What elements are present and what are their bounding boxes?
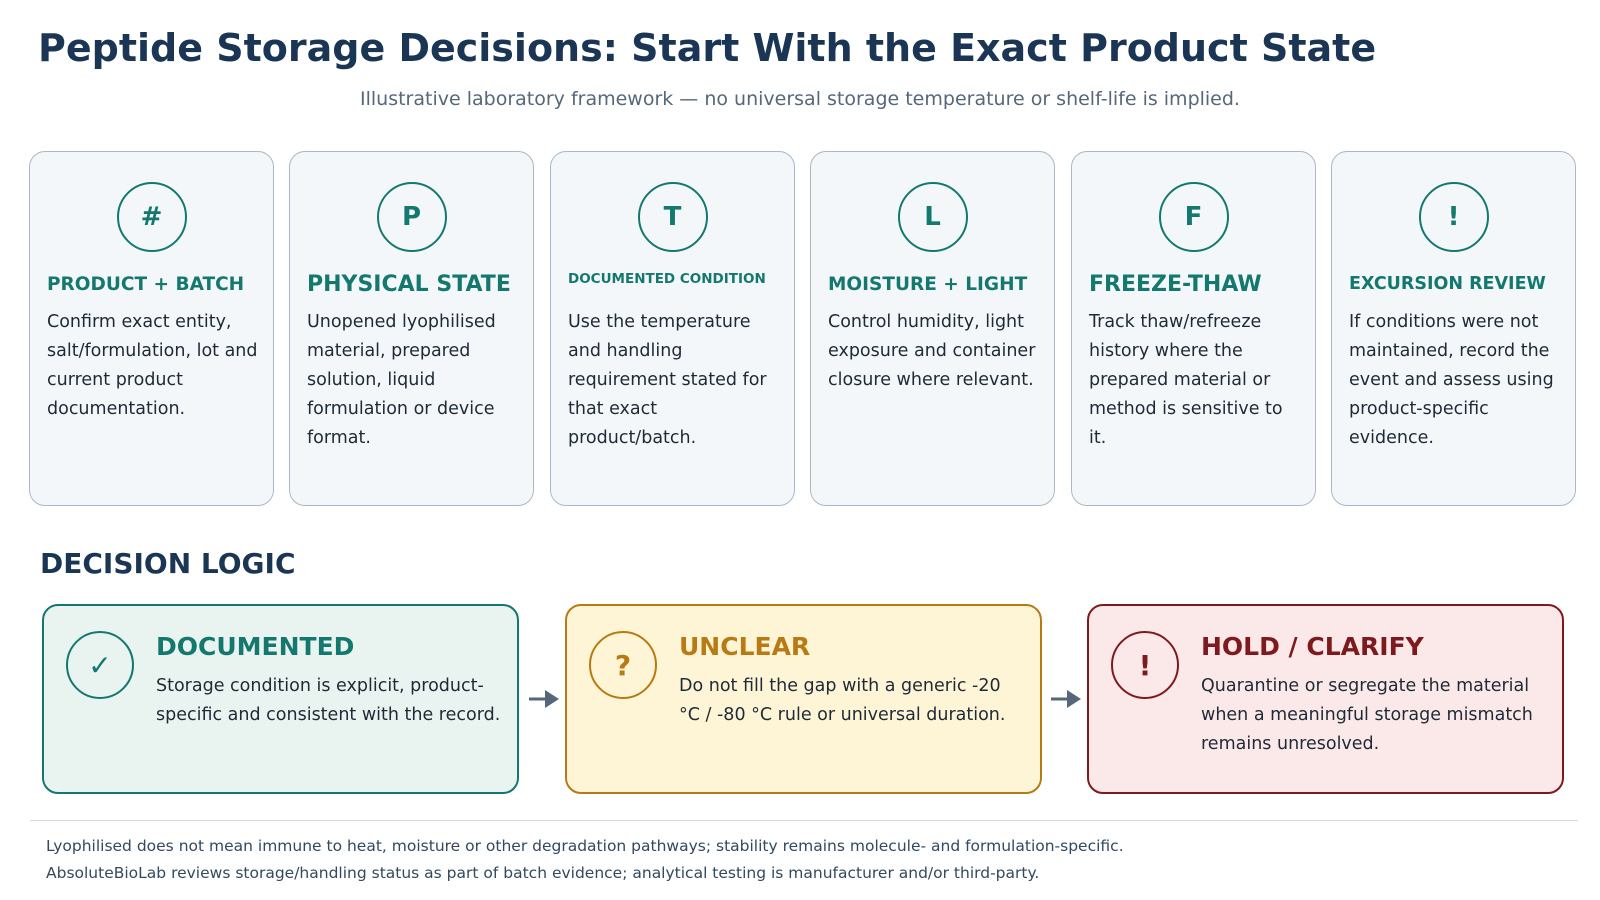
footnote-line-1: Lyophilised does not mean immune to heat… [46, 837, 1124, 855]
decision-body: Storage condition is explicit, product-s… [156, 676, 501, 725]
card-body: Control humidity, light exposure and con… [828, 312, 1036, 390]
card-title: EXCURSION REVIEW [1349, 274, 1546, 294]
card-body: Track thaw/refreeze history where the pr… [1089, 312, 1283, 448]
card-body: Unopened lyophilised material, prepared … [307, 312, 496, 448]
card-product-batch: # PRODUCT + BATCH Confirm exact entity, … [29, 151, 274, 506]
footer-divider [30, 820, 1578, 821]
footnote-line-2: AbsoluteBioLab reviews storage/handling … [46, 864, 1040, 882]
card-title: PHYSICAL STATE [307, 271, 511, 297]
card-freeze-thaw: F FREEZE-THAW Track thaw/refreeze histor… [1071, 151, 1316, 506]
decision-body: Quarantine or segregate the material whe… [1201, 676, 1533, 754]
decision-unclear: ? UNCLEAR Do not fill the gap with a gen… [565, 604, 1042, 794]
question-mark-icon: ? [589, 631, 657, 699]
card-body: Confirm exact entity, salt/formulation, … [47, 312, 258, 419]
exclamation-icon: ! [1418, 182, 1489, 252]
letter-t-icon: T [637, 182, 708, 252]
letter-f-icon: F [1158, 182, 1229, 252]
page-subtitle: Illustrative laboratory framework — no u… [360, 88, 1240, 110]
exclamation-icon: ! [1111, 631, 1179, 699]
card-body: If conditions were not maintained, recor… [1349, 312, 1554, 448]
decision-body: Do not fill the gap with a generic -20 °… [679, 676, 1006, 725]
decision-title: HOLD / CLARIFY [1201, 632, 1424, 661]
letter-l-icon: L [897, 182, 968, 252]
card-title: PRODUCT + BATCH [47, 273, 245, 295]
arrow-right-icon [1051, 690, 1081, 708]
card-moisture-light: L MOISTURE + LIGHT Control humidity, lig… [810, 151, 1055, 506]
card-body: Use the temperature and handling require… [568, 312, 767, 448]
arrow-right-icon [529, 690, 559, 708]
page-title: Peptide Storage Decisions: Start With th… [38, 26, 1377, 70]
card-physical-state: P PHYSICAL STATE Unopened lyophilised ma… [289, 151, 534, 506]
card-title: FREEZE-THAW [1089, 271, 1262, 297]
decision-documented: ✓ DOCUMENTED Storage condition is explic… [42, 604, 519, 794]
decision-logic-heading: DECISION LOGIC [40, 547, 296, 580]
hash-icon: # [116, 182, 187, 252]
card-title: DOCUMENTED CONDITION [568, 271, 766, 287]
letter-p-icon: P [376, 182, 447, 252]
checkmark-icon: ✓ [66, 631, 134, 699]
card-documented-condition: T DOCUMENTED CONDITION Use the temperatu… [550, 151, 795, 506]
card-excursion-review: ! EXCURSION REVIEW If conditions were no… [1331, 151, 1576, 506]
card-title: MOISTURE + LIGHT [828, 273, 1028, 295]
decision-title: UNCLEAR [679, 632, 811, 661]
decision-hold-clarify: ! HOLD / CLARIFY Quarantine or segregate… [1087, 604, 1564, 794]
decision-title: DOCUMENTED [156, 632, 355, 661]
